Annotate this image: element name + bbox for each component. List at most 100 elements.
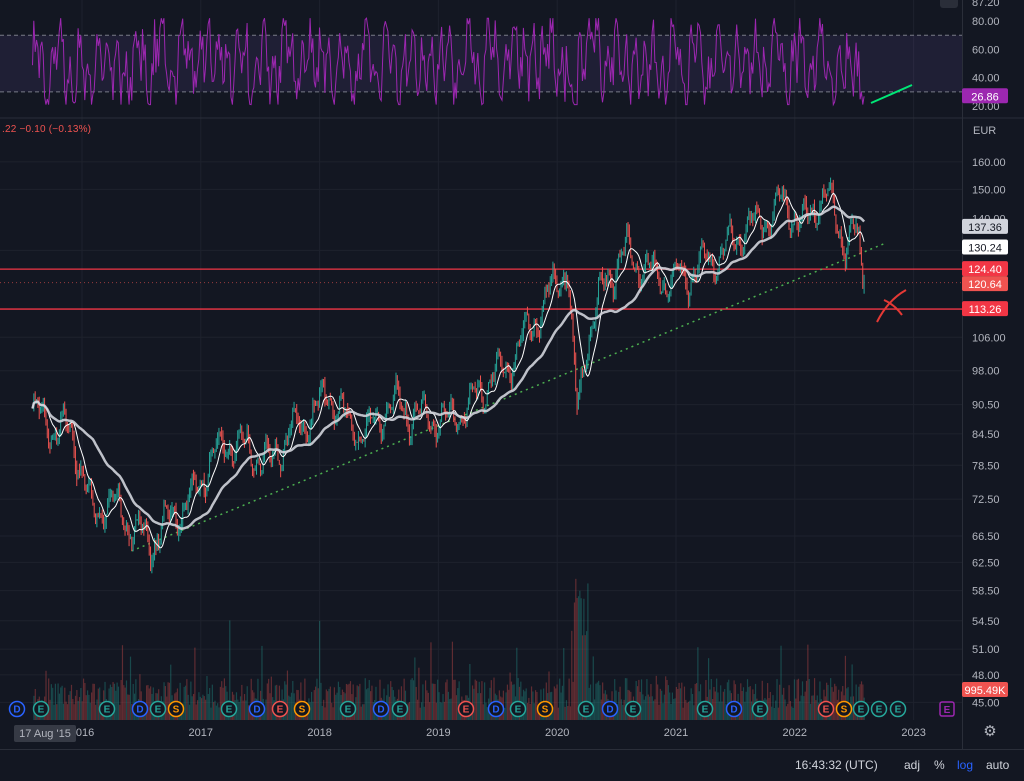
close-price-tag-bg <box>962 276 1008 292</box>
volume-bar <box>576 598 578 720</box>
volume-bar <box>618 691 620 720</box>
volume-bar <box>775 700 777 720</box>
volume-bar <box>219 686 221 720</box>
volume-bar <box>479 693 482 720</box>
volume-bar <box>646 679 648 720</box>
volume-bar <box>414 657 416 720</box>
event-marker: E <box>220 700 238 718</box>
price-tick: 72.50 <box>972 494 1000 506</box>
event-label: E <box>515 705 522 716</box>
event-marker: E <box>32 700 50 718</box>
volume-bar <box>718 701 720 720</box>
event-ring <box>624 700 642 718</box>
volume-bar <box>97 688 99 720</box>
drawings[interactable] <box>870 84 913 323</box>
volume-bar <box>426 690 428 720</box>
volume-bar <box>796 679 798 720</box>
volume-bar <box>323 699 325 720</box>
volume-bar <box>789 700 792 720</box>
volume-bar <box>206 676 208 720</box>
volume-bar <box>364 678 366 720</box>
volume-bar <box>50 684 52 720</box>
volume-bar <box>776 679 778 720</box>
top-settings-tab[interactable] <box>940 0 958 8</box>
volume-bar <box>512 684 514 720</box>
volume-bar <box>690 688 692 720</box>
volume-bar <box>553 686 555 720</box>
event-label: D <box>377 705 384 716</box>
percent-toggle[interactable]: % <box>934 758 945 772</box>
volume-bar <box>643 699 645 720</box>
volume-bar <box>663 694 665 720</box>
event-marker: E <box>870 700 888 718</box>
volume-bar <box>552 706 554 720</box>
volume-bar <box>363 704 365 720</box>
volume-bar <box>665 676 667 720</box>
volume-bar <box>667 685 669 720</box>
gear-icon[interactable]: ⚙ <box>983 723 997 740</box>
price-axis[interactable]: EUR160.00150.00140.00130.00106.0098.0090… <box>962 0 1008 709</box>
event-label: E <box>895 705 902 716</box>
cross-stroke-1 <box>883 299 903 316</box>
volume-bar <box>388 696 390 720</box>
volume-bar <box>284 681 286 720</box>
volume-bar <box>748 687 750 720</box>
volume-bar <box>243 694 246 720</box>
volume-bar <box>583 598 585 720</box>
event-ring <box>889 700 907 718</box>
volume-tag-bg <box>962 682 1008 697</box>
event-ring <box>248 700 266 718</box>
volume-bar <box>797 678 800 720</box>
volume-bar <box>331 702 333 720</box>
volume-bar <box>807 644 809 720</box>
price-tick: 58.50 <box>972 586 1000 598</box>
volume-bar <box>525 688 527 720</box>
volume-bar <box>658 704 660 720</box>
volume-bar <box>316 678 318 720</box>
volume-bar <box>851 664 853 720</box>
volume-bar <box>337 681 340 720</box>
rsi-tick: 40.00 <box>972 73 1000 85</box>
volume-bar <box>485 702 487 720</box>
volume-bar <box>246 686 248 720</box>
event-label: D <box>606 705 613 716</box>
event-marker: E <box>577 700 595 718</box>
volume-bar <box>365 689 368 720</box>
volume-bar <box>595 683 597 720</box>
horizontal-levels[interactable] <box>0 243 962 552</box>
volume-bar <box>415 686 417 720</box>
event-label: E <box>823 705 830 716</box>
auto-toggle[interactable]: auto <box>986 758 1010 772</box>
volume-bar <box>288 695 290 720</box>
volume-bar <box>437 679 439 720</box>
volume-bar <box>56 704 58 720</box>
volume-bar <box>411 678 413 720</box>
volume-bar <box>580 598 582 720</box>
rsi-pane <box>0 17 962 107</box>
log-toggle[interactable]: log <box>957 758 974 772</box>
volume-bar <box>808 678 810 720</box>
volume-bar <box>121 645 124 720</box>
resistance-tag: 124.40 <box>968 264 1002 276</box>
volume-bar <box>434 683 436 720</box>
volume-bar <box>659 688 661 720</box>
volume-bar <box>113 683 116 720</box>
volume-bar <box>96 699 98 720</box>
volume-bar <box>801 681 804 720</box>
volume-bar <box>446 679 448 720</box>
volume-bar <box>356 685 358 720</box>
volume-bar <box>594 699 596 720</box>
volume-bar <box>784 699 786 720</box>
volume-bar <box>441 702 443 720</box>
volume-bar <box>793 679 796 720</box>
volume-bar <box>683 686 686 720</box>
event-ring <box>293 700 311 718</box>
volume-bar <box>451 641 454 720</box>
volume-bar <box>458 681 460 720</box>
volume-bar <box>116 682 118 720</box>
volume-bar <box>335 694 337 720</box>
adj-toggle[interactable]: adj <box>904 758 921 772</box>
